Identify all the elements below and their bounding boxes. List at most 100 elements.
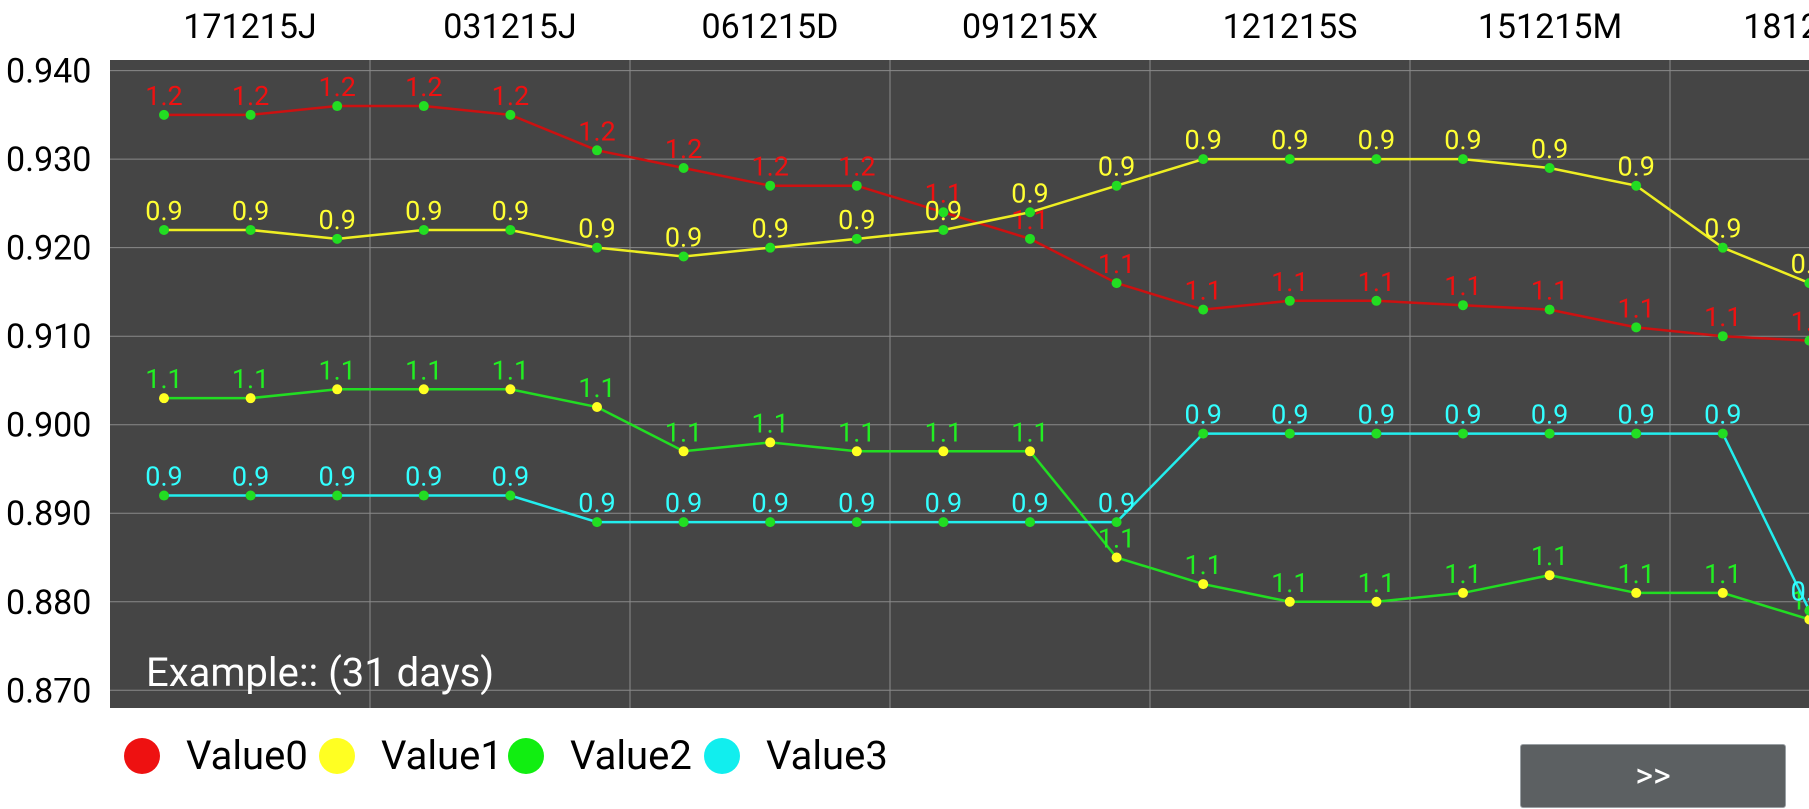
data-label: 0.9 [1358,399,1395,431]
data-label: 0.9 [1184,124,1221,156]
data-point [592,517,602,528]
data-label: 1.2 [751,151,788,183]
y-tick-label: 0.880 [6,583,91,623]
data-point [851,233,862,244]
data-label: 1.1 [145,363,182,395]
data-label: 1.1 [1704,301,1741,333]
data-point [418,490,429,501]
data-label: 0.9 [1704,213,1741,245]
data-label: 1.1 [1098,248,1135,280]
data-label: 0.9 [1704,399,1741,431]
legend-item: Value0 [124,732,308,779]
data-label: 1.1 [1531,275,1568,307]
data-point [1371,295,1382,306]
data-label: 1.1 [1358,567,1395,599]
next-page-button[interactable]: >> [1520,744,1786,808]
data-label: 1.2 [405,71,442,103]
data-label: 0.9 [1011,177,1048,209]
data-point [505,224,516,235]
grid [110,60,1809,708]
data-point [1804,614,1809,625]
data-label: 0.9 [1098,487,1135,519]
x-tick-label: 151215M [1478,7,1622,47]
data-point [1631,428,1642,439]
data-label: 0.9 [751,487,788,519]
data-label: 0.9 [232,461,269,493]
data-label: 0.9 [578,213,615,245]
data-point [159,490,169,501]
data-label: 0.9 [1791,248,1809,280]
data-label: 0.9 [1531,399,1568,431]
series-value2: 1.1 1.1 1.1 1.1 1.1 1.1 1.1 1.1 1.1 1.1 1.1 1.1 1.1 1… [145,354,1809,625]
series-value1: 0.9 0.9 0.9 0.9 0.9 0.9 0.9 0.9 0.9 0.9 0.9 0.9 0.9 0… [145,124,1809,289]
legend-label: Value3 [766,732,888,779]
data-point [765,242,776,253]
data-point [1198,304,1209,315]
data-point [592,402,602,413]
data-point [765,180,776,191]
data-label: 1.1 [1358,266,1395,298]
data-label: 0.9 [145,195,182,227]
data-point [159,224,169,235]
data-point [159,393,169,404]
legend-swatch [508,738,544,774]
data-label: 0.9 [405,195,442,227]
data-point [765,437,776,448]
legend-item: Value2 [508,732,692,779]
data-label: 1.1 [838,416,875,448]
legend-label: Value1 [381,732,503,779]
y-tick-label: 0.940 [6,52,91,92]
data-point [1198,154,1209,165]
data-point [505,109,516,120]
data-point [1717,587,1728,598]
data-label: 0.9 [145,461,182,493]
data-label: 1.1 [578,372,615,404]
data-label: 1.1 [925,177,962,209]
series-lines: 1.2 1.2 1.2 1.2 1.21.21.21.2 1.21.11.11.11.1 1… [145,71,1809,625]
data-point [938,446,949,457]
data-point [1717,428,1728,439]
data-label: 1.2 [318,71,355,103]
data-label: 1.2 [665,133,702,165]
y-tick-label: 0.890 [6,494,91,534]
data-point [245,490,256,501]
data-label: 0.9 [1444,399,1481,431]
legend-swatch [124,738,160,774]
data-label: 1.1 [1011,416,1048,448]
data-label: 0.9 [838,204,875,236]
data-point [332,233,343,244]
legend: Value0 Value1 Value2 Value3 [124,732,888,779]
data-point [1804,335,1809,346]
legend-label: Value0 [186,732,308,779]
data-point [1284,596,1295,607]
data-label: 1.2 [145,80,182,112]
data-point [159,109,169,120]
data-point [1111,552,1122,563]
data-label: 1.1 [232,363,269,395]
legend-swatch [704,738,740,774]
data-point [1198,428,1209,439]
data-label: 0.9 [405,461,442,493]
plot-area [110,60,1809,708]
data-point [1717,242,1728,253]
data-point [938,517,949,528]
data-point [1544,428,1555,439]
data-point [1544,570,1555,581]
data-point [1631,180,1642,191]
data-label: 0.9 [1098,151,1135,183]
y-axis-tick-labels: 0.940 0.930 0.920 0.910 0.900 0.890 0.880 0.870 [6,52,91,712]
data-point [1198,579,1209,590]
data-label: 1.1 [925,416,962,448]
data-label: 1.1 [1704,558,1741,590]
data-label: 1.1 [1271,567,1308,599]
data-label: 1.1 [1531,540,1568,572]
data-label: 1.1 [1444,270,1481,302]
data-point [418,224,429,235]
data-point [592,242,602,253]
data-point [938,224,949,235]
data-point [1025,207,1035,218]
data-point [678,446,689,457]
legend-item: Value3 [704,732,888,779]
data-point [1371,428,1382,439]
legend-item: Value1 [319,732,503,779]
